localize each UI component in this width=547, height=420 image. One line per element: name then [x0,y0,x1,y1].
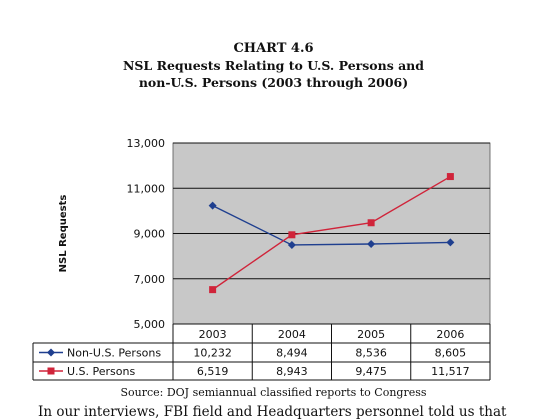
data-point-square [209,286,217,294]
y-tick-label: 13,000 [127,137,166,150]
data-label: 8,943 [276,365,308,378]
x-tick-label: 2006 [436,328,464,341]
body-text: In our interviews, FBI field and Headqua… [38,404,507,420]
chart-title-block: CHART 4.6 NSL Requests Relating to U.S. … [0,40,547,91]
data-point-square [367,219,375,227]
x-tick-label: 2005 [357,328,385,341]
data-point-diamond [287,240,296,249]
series-line [212,204,451,246]
chart-title: NSL Requests Relating to U.S. Persons an… [122,58,425,90]
data-label: 8,536 [355,347,387,360]
y-tick-label: 7,000 [134,273,166,286]
data-label: 10,232 [193,347,232,360]
data-label: 6,519 [197,365,229,378]
series-line [212,175,451,291]
data-point-diamond [208,201,217,210]
data-label: 9,475 [355,365,387,378]
data-label: 8,494 [276,347,308,360]
x-tick-label: 2004 [278,328,306,341]
legend-marker-diamond [47,348,55,357]
data-label: 11,517 [431,365,470,378]
chart-number: CHART 4.6 [233,41,314,56]
legend-label: Non-U.S. Persons [67,347,161,360]
x-tick-label: 2003 [199,328,227,341]
y-tick-label: 11,000 [127,182,166,195]
y-tick-label: 5,000 [134,318,166,331]
y-axis-label: NSL Requests [58,195,69,273]
y-tick-label: 9,000 [134,228,166,241]
data-point-diamond [367,239,376,248]
data-point-diamond [446,238,455,247]
data-point-square [446,173,454,181]
data-point-square [288,231,296,239]
legend-label: U.S. Persons [67,365,135,378]
data-label: 8,605 [435,347,467,360]
source-note: Source: DOJ semiannual classified report… [120,386,427,399]
legend-marker-square [47,367,55,375]
